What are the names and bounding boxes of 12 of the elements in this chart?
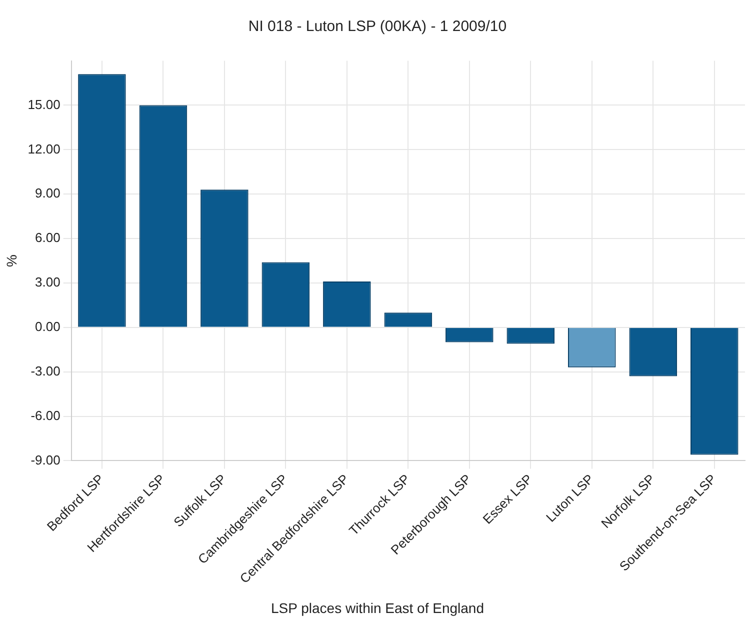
y-tick-label: 15.00 <box>28 96 60 112</box>
chart-title: NI 018 - Luton LSP (00KA) - 1 2009/10 <box>247 18 508 35</box>
y-tick-label: 6.00 <box>35 230 60 246</box>
x-axis-title: LSP places within East of England <box>270 600 485 616</box>
y-tick-label: 9.00 <box>35 186 60 201</box>
y-tick-label: -6.00 <box>30 408 60 423</box>
y-tick-label: 12.00 <box>28 141 60 156</box>
y-tick-label: 0.00 <box>35 319 60 334</box>
y-axis-title: % <box>3 254 20 267</box>
y-tick-label: -9.00 <box>30 452 60 468</box>
y-tick-label: 3.00 <box>35 274 60 290</box>
y-tick-label: -3.00 <box>30 363 60 378</box>
